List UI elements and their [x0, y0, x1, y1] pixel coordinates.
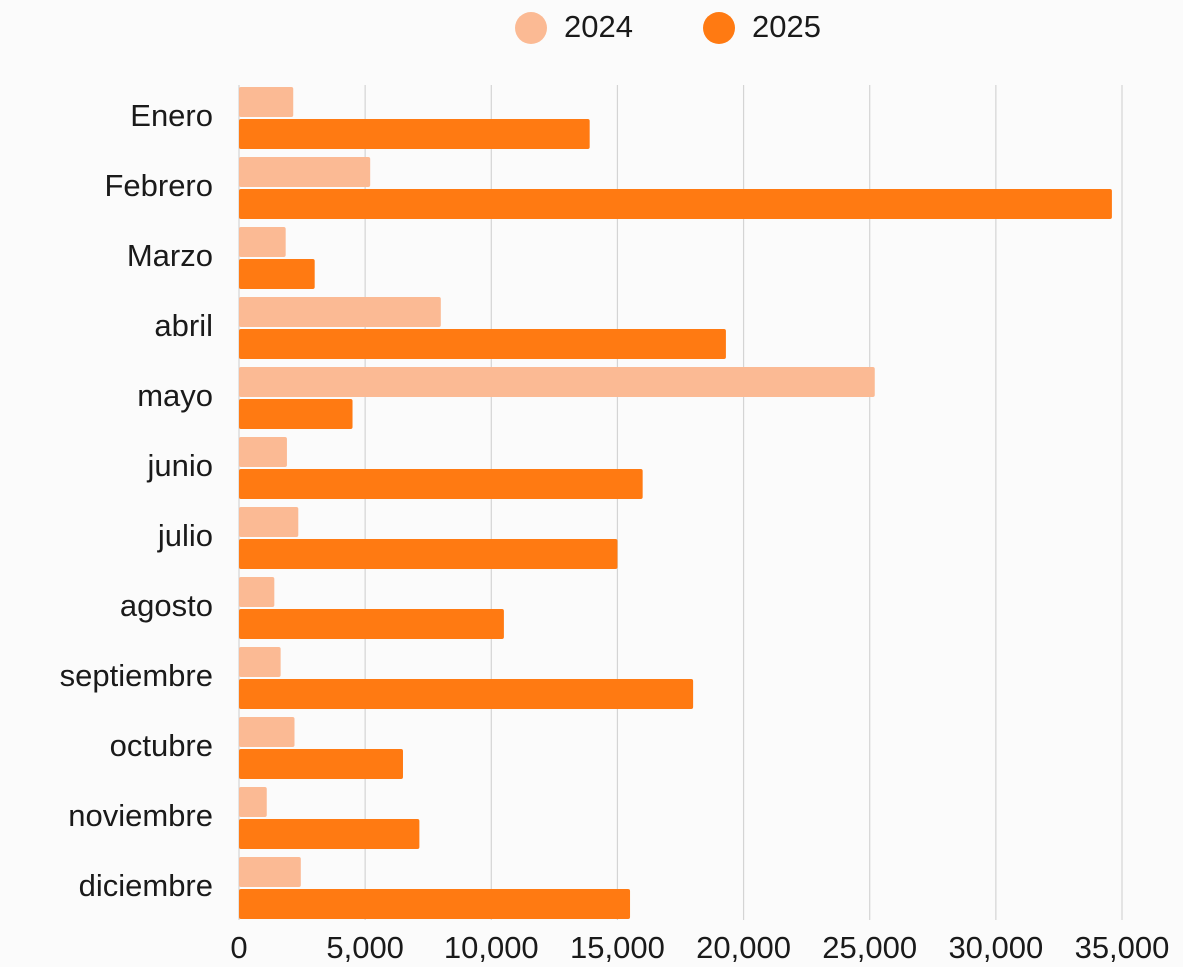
bar-2025-abril [239, 329, 726, 359]
category-label: junio [147, 448, 214, 483]
category-label: octubre [110, 728, 213, 763]
category-label: abril [154, 308, 213, 343]
legend-label-2024: 2024 [564, 9, 633, 44]
bar-2024-abril [239, 297, 441, 327]
category-labels: Enero Febrero Marzo abril mayo junio julio agos… [60, 98, 213, 903]
bar-2024-octubre [239, 717, 295, 747]
bar-2025-Marzo [239, 259, 315, 289]
bar-2024-septiembre [239, 647, 281, 677]
x-tick-label: 10,000 [444, 930, 539, 965]
bar-2024-Enero [239, 87, 294, 117]
x-tick-label: 0 [230, 930, 247, 965]
bar-2024-mayo [239, 367, 875, 397]
category-label: noviembre [68, 798, 213, 833]
bar-2025-Febrero [239, 189, 1112, 219]
x-tick-label: 20,000 [696, 930, 791, 965]
bar-2024-noviembre [239, 787, 267, 817]
legend-marker-2024 [515, 12, 547, 44]
bars [239, 87, 1112, 919]
legend-label-2025: 2025 [752, 9, 821, 44]
bar-2024-agosto [239, 577, 275, 607]
category-label: julio [157, 518, 213, 553]
category-label: Marzo [127, 238, 213, 273]
bar-2024-diciembre [239, 857, 301, 887]
bar-2025-noviembre [239, 819, 420, 849]
bar-2024-Febrero [239, 157, 371, 187]
category-label: diciembre [79, 868, 213, 903]
bar-2024-Marzo [239, 227, 286, 257]
x-tick-label: 30,000 [948, 930, 1043, 965]
legend-marker-2025 [703, 12, 735, 44]
x-tick-label: 15,000 [570, 930, 665, 965]
category-label: mayo [137, 378, 213, 413]
bar-2024-julio [239, 507, 299, 537]
category-label: Enero [130, 98, 213, 133]
bar-2025-octubre [239, 749, 403, 779]
bar-2025-julio [239, 539, 618, 569]
legend: 2024 2025 [515, 9, 821, 44]
bar-2025-mayo [239, 399, 353, 429]
category-label: Febrero [104, 168, 213, 203]
category-label: septiembre [60, 658, 213, 693]
category-label: agosto [120, 588, 213, 623]
bar-2024-junio [239, 437, 287, 467]
x-axis-tick-labels: 0 5,000 10,000 15,000 20,000 25,000 30,000 35,0… [230, 930, 1169, 965]
bar-2025-agosto [239, 609, 504, 639]
x-tick-label: 25,000 [822, 930, 917, 965]
bar-2025-Enero [239, 119, 590, 149]
bar-2025-diciembre [239, 889, 631, 919]
bar-2025-junio [239, 469, 643, 499]
x-tick-label: 5,000 [326, 930, 404, 965]
bar-2025-septiembre [239, 679, 694, 709]
grid-lines [238, 85, 1123, 920]
x-tick-label: 35,000 [1075, 930, 1170, 965]
